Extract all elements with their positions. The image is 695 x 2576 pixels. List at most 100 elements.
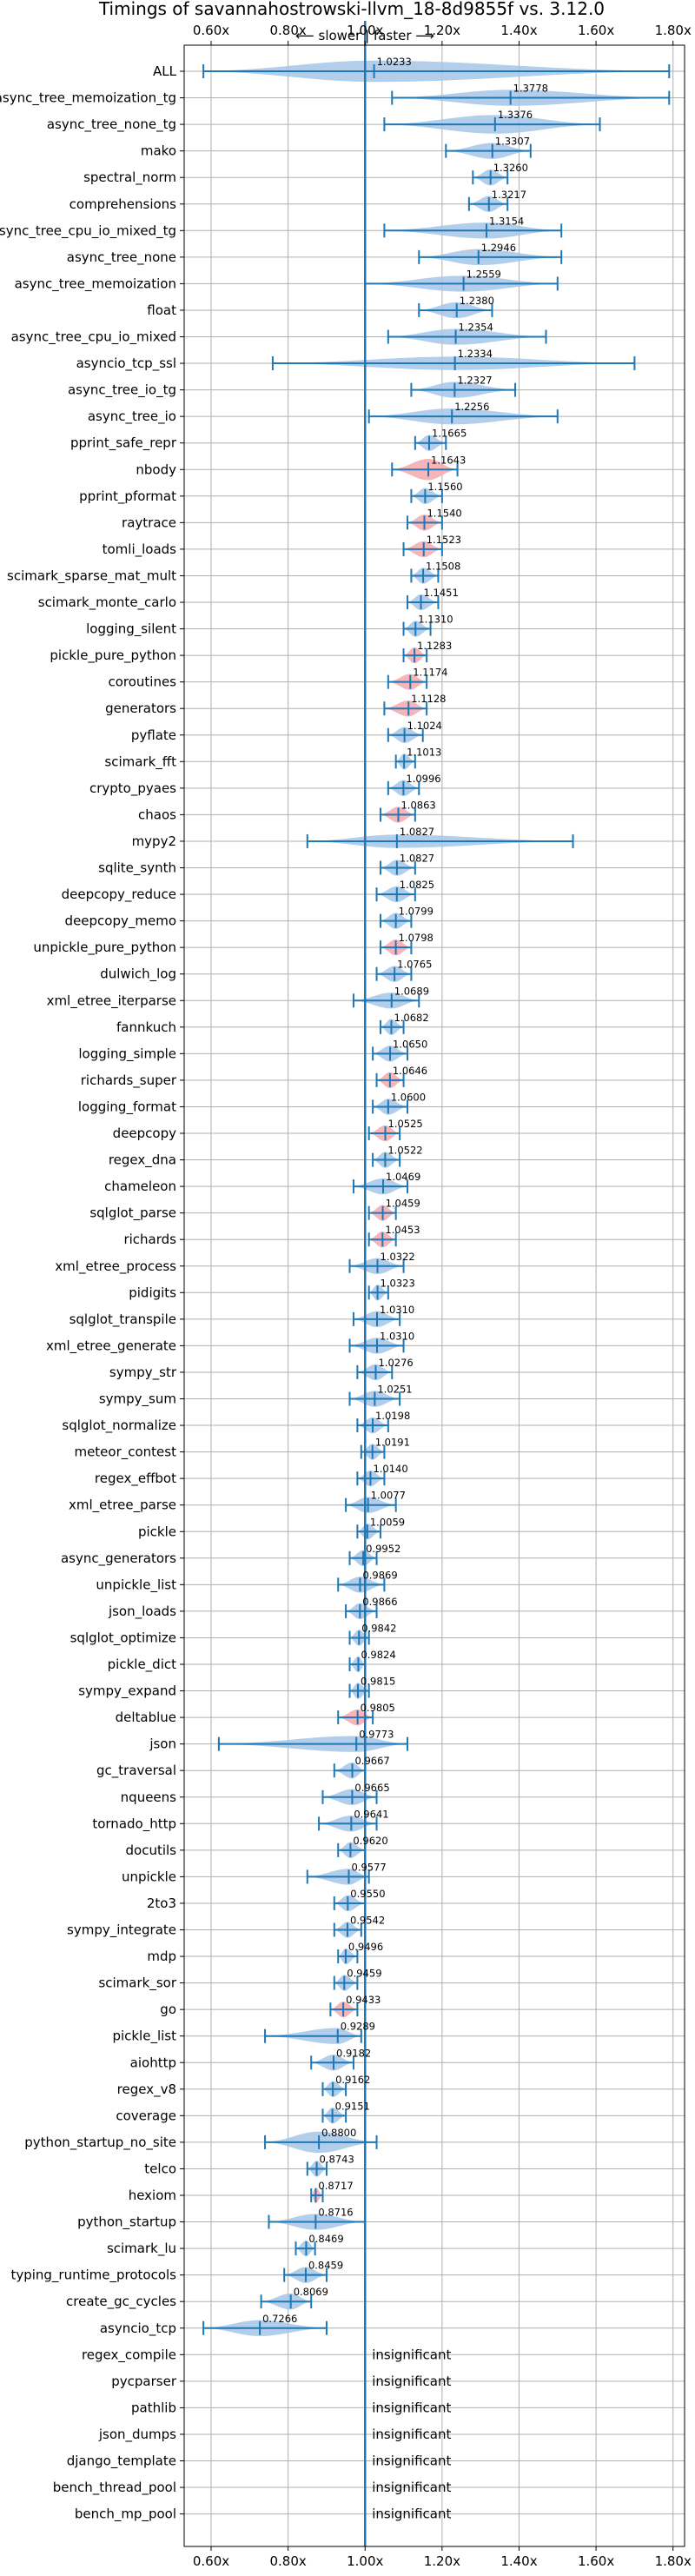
value-label: 1.0251 — [377, 1384, 412, 1396]
x-tick-label-top: 0.60x — [193, 23, 229, 38]
value-label: 1.2946 — [481, 242, 516, 254]
benchmark-name-label: pickle_pure_python — [50, 647, 176, 664]
value-label: 0.9459 — [347, 1968, 381, 1980]
value-label: 0.9667 — [354, 1755, 389, 1767]
value-label: 1.0600 — [391, 1091, 426, 1103]
plot-frame — [183, 44, 685, 2547]
value-label: 1.1310 — [418, 614, 453, 626]
value-label: 1.0682 — [394, 1012, 428, 1024]
benchmark-name-label: deepcopy_memo — [65, 913, 176, 930]
value-label: 1.1560 — [427, 481, 462, 493]
benchmark-name-label: ALL — [153, 63, 177, 79]
value-label: 1.0459 — [386, 1198, 420, 1210]
benchmark-name-label: chameleon — [104, 1178, 176, 1194]
benchmark-name-label: sqlglot_transpile — [70, 1311, 176, 1328]
benchmark-name-label: coverage — [116, 2108, 176, 2123]
benchmark-name-label: sqlglot_normalize — [62, 1417, 176, 1434]
benchmark-name-label: scimark_lu — [107, 2241, 176, 2257]
benchmark-name-label: pprint_safe_repr — [70, 435, 177, 452]
value-label: 0.9620 — [353, 1835, 387, 1847]
benchmark-name-label: sympy_integrate — [67, 1922, 176, 1939]
value-label: 0.9952 — [366, 1543, 400, 1555]
benchmark-name-label: regex_effbot — [95, 1471, 176, 1487]
benchmark-name-label: chaos — [138, 807, 176, 822]
benchmark-name-label: sqlglot_optimize — [70, 1630, 176, 1646]
value-label: 1.2380 — [460, 295, 494, 307]
value-label: 1.0276 — [378, 1357, 413, 1369]
benchmark-name-label: asyncio_tcp_ssl — [76, 355, 176, 372]
benchmark-name-label: unpickle_list — [96, 1577, 176, 1593]
value-label: 1.1643 — [431, 454, 466, 466]
benchmark-name-label: nqueens — [121, 1789, 176, 1805]
benchmark-name-label: async_generators — [61, 1550, 176, 1567]
value-label: 0.9815 — [361, 1676, 395, 1688]
value-label: 0.9289 — [341, 2021, 375, 2033]
value-label: 1.0827 — [400, 826, 434, 838]
benchmark-name-label: async_tree_io — [88, 408, 176, 425]
value-label: 0.8459 — [308, 2260, 343, 2272]
x-tick-label-bottom: 0.60x — [193, 2553, 229, 2569]
benchmark-name-label: async_tree_io_tg — [68, 382, 176, 399]
value-label: 1.2256 — [454, 401, 489, 413]
value-label: 1.0453 — [385, 1224, 420, 1236]
value-label: 1.0077 — [371, 1490, 406, 1502]
value-label: 1.0827 — [400, 853, 434, 865]
x-tick-label-bottom: 1.00x — [347, 2553, 383, 2569]
value-label: 1.1665 — [432, 428, 467, 440]
x-tick-label-top: 0.80x — [269, 23, 306, 38]
value-label: 1.0798 — [399, 932, 434, 944]
benchmark-name-label: go — [160, 2002, 176, 2017]
benchmark-name-label: json_dumps — [98, 2427, 176, 2443]
benchmark-name-label: logging_silent — [86, 621, 176, 638]
value-label: 1.3260 — [493, 162, 528, 174]
value-label: 0.8069 — [294, 2286, 328, 2298]
value-label: 1.0650 — [393, 1038, 427, 1050]
benchmark-name-label: xml_etree_generate — [46, 1338, 176, 1354]
x-tick-label-bottom: 1.80x — [655, 2553, 692, 2569]
benchmark-name-label: async_tree_memoization_tg — [0, 90, 176, 107]
value-label: 1.2354 — [459, 322, 493, 334]
value-label: 1.1540 — [427, 507, 461, 519]
benchmark-name-label: raytrace — [122, 515, 176, 530]
x-tick-label-top: 1.00x — [347, 23, 383, 38]
benchmark-name-label: coroutines — [108, 674, 176, 690]
value-label: 0.9773 — [359, 1729, 394, 1741]
value-label: 1.0863 — [400, 799, 435, 811]
insignificant-label: insignificant — [372, 2347, 451, 2362]
benchmark-name-label: deepcopy_reduce — [62, 886, 176, 903]
chart-title: Timings of savannahostrowski-llvm_18-8d9… — [98, 0, 605, 19]
benchmark-name-label: sympy_expand — [78, 1683, 176, 1700]
value-label: 0.9433 — [346, 1994, 381, 2006]
benchmark-name-label: async_tree_none — [67, 249, 176, 266]
x-tick-label-top: 1.60x — [578, 23, 614, 38]
value-label: 0.8743 — [320, 2153, 354, 2165]
value-label: 1.0322 — [381, 1251, 415, 1263]
benchmark-name-label: xml_etree_parse — [69, 1497, 176, 1514]
benchmark-name-label: typing_runtime_protocols — [10, 2267, 176, 2284]
benchmark-name-label: python_startup_no_site — [24, 2134, 176, 2151]
value-label: 1.0522 — [387, 1145, 422, 1157]
value-label: 0.9641 — [354, 1808, 388, 1820]
benchmark-name-label: float — [147, 302, 176, 318]
benchmark-name-label: meteor_contest — [74, 1444, 176, 1461]
value-label: 1.3307 — [495, 136, 530, 148]
benchmark-name-label: xml_etree_process — [55, 1258, 176, 1275]
value-label: 0.9496 — [348, 1941, 383, 1953]
benchmark-name-label: regex_v8 — [117, 2081, 176, 2098]
benchmark-name-label: spectral_norm — [83, 169, 176, 186]
benchmark-name-label: logging_simple — [78, 1046, 176, 1062]
insignificant-label: insignificant — [372, 2400, 451, 2415]
value-label: 1.1128 — [411, 693, 446, 705]
benchmark-name-label: bench_mp_pool — [75, 2506, 176, 2523]
value-label: 0.8800 — [321, 2127, 356, 2139]
value-label: 0.9842 — [361, 1622, 396, 1634]
value-label: 0.9824 — [361, 1649, 395, 1661]
value-label: 0.9866 — [362, 1596, 397, 1608]
benchmark-name-label: generators — [105, 700, 176, 716]
value-label: 0.8469 — [308, 2233, 343, 2245]
benchmark-name-label: crypto_pyaes — [89, 780, 176, 797]
insignificant-label: insignificant — [372, 2453, 451, 2469]
benchmark-name-label: unpickle — [122, 1869, 176, 1884]
value-label: 1.0140 — [373, 1463, 407, 1475]
benchmark-name-label: async_tree_cpu_io_mixed_tg — [0, 222, 176, 239]
